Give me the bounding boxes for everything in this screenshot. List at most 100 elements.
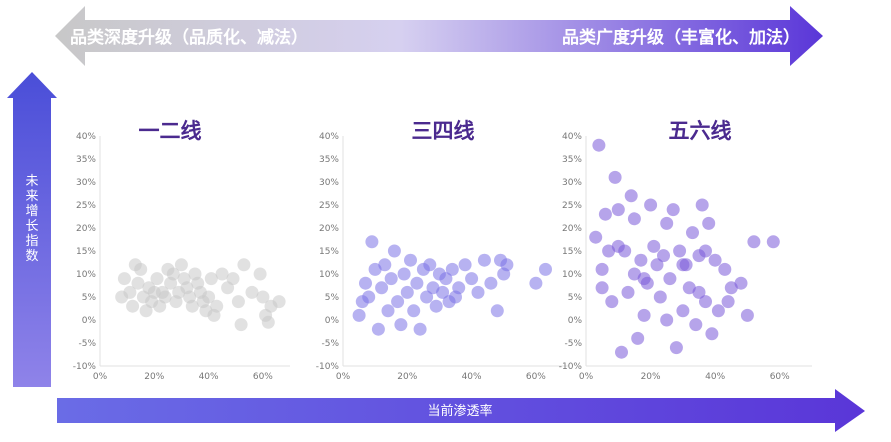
y-tick-label: 5% <box>325 293 340 303</box>
y-tick-label: 15% <box>562 247 582 257</box>
scatter-point <box>391 295 405 309</box>
y-tick-label: 35% <box>562 155 582 165</box>
scatter-point <box>397 267 411 281</box>
y-tick-label: -10% <box>316 362 340 372</box>
scatter-point <box>724 281 738 295</box>
scatter-point <box>458 258 472 272</box>
scatter-point <box>602 244 616 258</box>
scatter-point <box>663 272 677 286</box>
scatter-point <box>420 290 434 304</box>
scatter-point <box>245 285 259 299</box>
scatter-point <box>660 313 674 327</box>
scatter-point <box>185 299 199 313</box>
scatter-point <box>637 272 651 286</box>
scatter-point <box>611 203 625 217</box>
y-tick-label: 0% <box>325 316 340 326</box>
scatter-point <box>490 304 504 318</box>
y-tick-label: 20% <box>319 224 339 234</box>
scatter-point <box>429 299 443 313</box>
scatter-point <box>368 262 382 276</box>
scatter-point <box>647 239 661 253</box>
y-axis-title-char: 增 <box>25 204 38 219</box>
banner-right-label: 品类广度升级（丰富化、加法） <box>562 27 800 48</box>
y-tick-label: 40% <box>319 132 339 142</box>
scatter-point <box>231 295 245 309</box>
scatter-point <box>631 331 645 345</box>
scatter-point <box>595 281 609 295</box>
scatter-point <box>375 281 389 295</box>
scatter-point <box>387 244 401 258</box>
scatter-point <box>611 239 625 253</box>
y-tick-label: 15% <box>319 247 339 257</box>
scatter-point <box>608 170 622 184</box>
scatter-point <box>410 276 424 290</box>
y-tick-label: 15% <box>76 247 96 257</box>
scatter-point <box>682 281 696 295</box>
scatter-point <box>204 272 218 286</box>
scatter-point <box>644 198 658 212</box>
x-tick-label: 20% <box>397 372 417 382</box>
scatter-point <box>253 267 267 281</box>
scatter-point <box>362 290 376 304</box>
x-tick-label: 20% <box>144 372 164 382</box>
y-axis-title-char: 来 <box>25 189 38 204</box>
scatter-point <box>624 189 638 203</box>
y-tick-label: -5% <box>564 339 582 349</box>
scatter-point <box>692 285 706 299</box>
scatter-point <box>699 244 712 258</box>
scatter-point <box>400 285 414 299</box>
y-tick-label: 0% <box>82 316 97 326</box>
scatter-point <box>117 272 131 286</box>
scatter-point <box>365 235 379 249</box>
y-axis-title-char: 数 <box>25 249 38 264</box>
scatter-point <box>711 304 725 318</box>
x-axis-arrow <box>57 389 865 432</box>
scatter-point <box>637 308 651 322</box>
scatter-point <box>702 216 716 230</box>
scatter-point <box>166 267 180 281</box>
scatter-point <box>226 272 240 286</box>
scatter-point <box>404 253 417 267</box>
scatter-point <box>705 327 719 341</box>
scatter-panel-3: 40%35%30%25%20%15%10%5%0%-5%-10%0% 20% 40%… <box>559 119 812 382</box>
y-tick-label: 35% <box>319 155 339 165</box>
scatter-point <box>695 198 709 212</box>
y-tick-label: -10% <box>559 362 583 372</box>
y-axis-arrow <box>7 72 57 387</box>
panel-title: 三四线 <box>412 119 475 143</box>
scatter-point <box>174 258 188 272</box>
y-tick-label: 20% <box>76 224 96 234</box>
x-tick-label: 0% <box>336 372 351 382</box>
scatter-point <box>371 322 385 336</box>
x-tick-label: 0% <box>93 372 108 382</box>
scatter-point <box>689 318 703 332</box>
scatter-point <box>686 226 699 240</box>
x-tick-label: 60% <box>770 372 790 382</box>
y-tick-label: 35% <box>76 155 96 165</box>
x-tick-label: 40% <box>199 372 219 382</box>
scatter-point <box>673 244 687 258</box>
scatter-point <box>237 258 251 272</box>
scatter-point <box>589 230 603 244</box>
scatter-point <box>627 212 641 226</box>
scatter-point <box>407 304 421 318</box>
scatter-point <box>477 253 491 267</box>
y-tick-label: 10% <box>319 270 339 280</box>
scatter-point <box>740 308 754 322</box>
scatter-point <box>378 258 392 272</box>
y-tick-label: 0% <box>568 316 583 326</box>
scatter-point <box>634 253 648 267</box>
scatter-point <box>445 262 459 276</box>
panel-title: 五六线 <box>669 119 732 143</box>
scatter-point <box>134 262 148 276</box>
banner-left-label: 品类深度升级（品质化、减法） <box>70 27 308 48</box>
scatter-point <box>484 276 498 290</box>
scatter-point <box>234 318 248 332</box>
scatter-point <box>605 295 619 309</box>
scatter-point <box>452 281 466 295</box>
banner-arrow <box>55 6 823 66</box>
scatter-point <box>615 345 628 359</box>
x-tick-label: 40% <box>462 372 482 382</box>
scatter-panel-1: 40%35%30%25%20%15%10%5%0%-5%-10%0% 20% 40%… <box>73 119 290 382</box>
y-tick-label: 30% <box>76 178 96 188</box>
